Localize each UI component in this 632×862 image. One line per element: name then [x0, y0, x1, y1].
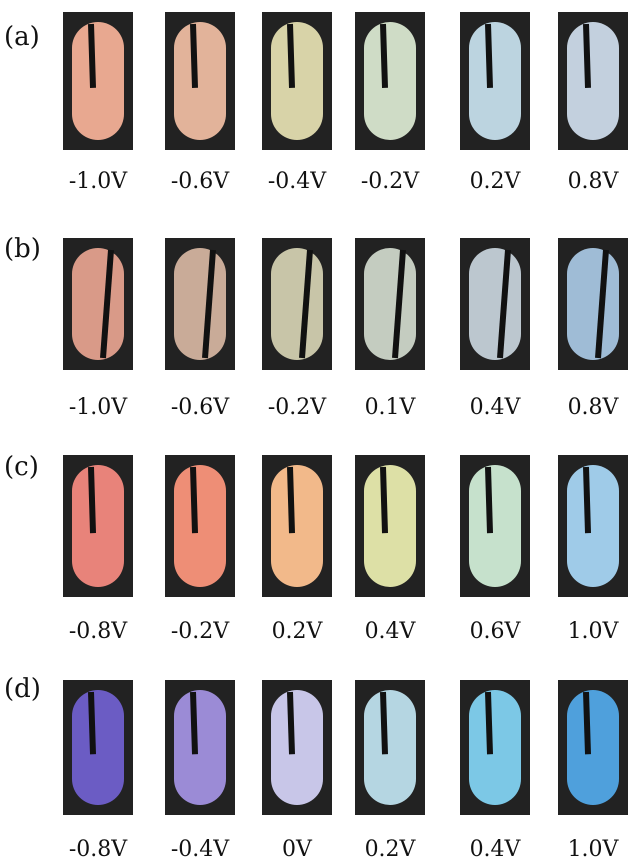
voltage-label: -1.0V	[69, 395, 128, 420]
voltage-label: -0.4V	[171, 837, 230, 862]
voltage-label: -0.2V	[171, 619, 230, 644]
photo-cell	[469, 22, 521, 140]
voltage-label: 0V	[282, 837, 313, 862]
row-tag: (d)	[4, 674, 41, 704]
electrode	[586, 692, 588, 754]
photo-cell	[567, 690, 619, 805]
figure: (a) -1.0V -0.6V -0.4V -0.2V 0.2V 0.8V (b) -1.0V -…	[0, 0, 632, 862]
photo-cell	[469, 465, 521, 587]
electrode	[290, 692, 292, 754]
page: (a) -1.0V -0.6V -0.4V -0.2V 0.2V 0.8V (b) -1.0V -…	[0, 0, 632, 862]
electrode	[193, 467, 195, 533]
voltage-label: 0.8V	[568, 169, 620, 194]
photo-cell	[174, 465, 226, 587]
voltage-label: -0.2V	[268, 395, 327, 420]
electrode	[91, 467, 93, 533]
photo-cell	[271, 690, 323, 805]
photo-cell	[567, 465, 619, 587]
electrode	[91, 24, 93, 88]
photo-cell	[271, 465, 323, 587]
photo-cell	[72, 465, 124, 587]
voltage-label: 0.6V	[470, 619, 522, 644]
photo-cell	[174, 690, 226, 805]
electrode	[290, 467, 292, 533]
voltage-label: 0.2V	[365, 837, 417, 862]
photo-cell	[469, 248, 521, 360]
photo-cell	[271, 248, 323, 360]
voltage-label: 0.4V	[365, 619, 417, 644]
electrode	[488, 692, 490, 754]
electrode	[91, 692, 93, 754]
electrode	[193, 24, 195, 88]
voltage-label: 0.4V	[470, 395, 522, 420]
photo-cell	[271, 22, 323, 140]
photo-cell	[567, 22, 619, 140]
photo-cell	[72, 22, 124, 140]
voltage-label: 0.4V	[470, 837, 522, 862]
photo-cell	[567, 248, 619, 360]
electrode	[383, 24, 385, 88]
voltage-label: 0.8V	[568, 395, 620, 420]
electrode	[290, 24, 292, 88]
electrode	[383, 692, 385, 754]
electrode	[488, 24, 490, 88]
voltage-label: 1.0V	[568, 619, 620, 644]
voltage-label: 0.1V	[365, 395, 417, 420]
photo-cell	[364, 690, 416, 805]
electrode	[488, 467, 490, 533]
voltage-label: -1.0V	[69, 169, 128, 194]
photo-cell	[72, 690, 124, 805]
voltage-label: -0.8V	[69, 837, 128, 862]
photo-cell	[174, 22, 226, 140]
photo-cell	[72, 248, 124, 360]
voltage-label: 1.0V	[568, 837, 620, 862]
photo-cell	[469, 690, 521, 805]
voltage-label: -0.6V	[171, 169, 230, 194]
electrode	[586, 24, 588, 88]
voltage-label: -0.8V	[69, 619, 128, 644]
photo-cell	[174, 248, 226, 360]
voltage-label: 0.2V	[272, 619, 324, 644]
row-tag: (b)	[4, 234, 41, 264]
voltage-label: -0.2V	[361, 169, 420, 194]
row-tag: (a)	[4, 22, 40, 52]
voltage-label: -0.6V	[171, 395, 230, 420]
electrode	[193, 692, 195, 754]
photo-cell	[364, 248, 416, 360]
photo-cell	[364, 22, 416, 140]
photo-cell	[364, 465, 416, 587]
electrode	[383, 467, 385, 533]
electrode	[586, 467, 588, 533]
row-tag: (c)	[4, 452, 39, 482]
voltage-label: 0.2V	[470, 169, 522, 194]
voltage-label: -0.4V	[268, 169, 327, 194]
